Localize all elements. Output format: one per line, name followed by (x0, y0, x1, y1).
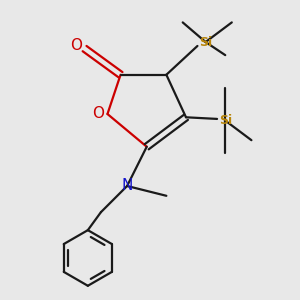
Text: Si: Si (219, 114, 232, 127)
Text: Si: Si (199, 35, 212, 49)
Text: N: N (122, 178, 133, 194)
Text: O: O (92, 106, 104, 121)
Text: O: O (70, 38, 83, 53)
